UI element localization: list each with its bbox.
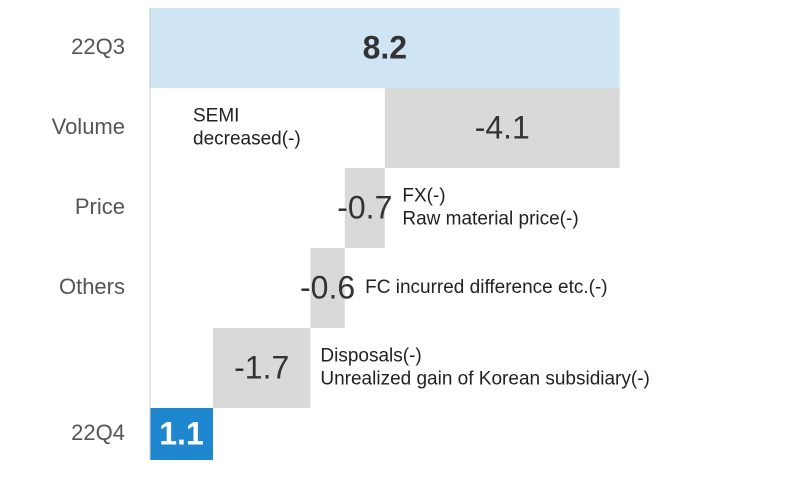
bar — [150, 8, 620, 88]
bar — [344, 168, 385, 248]
category-label: Others — [59, 274, 125, 299]
bar — [213, 328, 311, 408]
annotation: Unrealized gain of Korean subsidiary(-) — [320, 369, 650, 390]
annotation: SEMI — [193, 106, 239, 127]
bar — [150, 408, 214, 460]
value-label: 8.2 — [363, 29, 407, 65]
value-label: -4.1 — [475, 109, 530, 145]
annotation: Disposals(-) — [320, 346, 421, 367]
category-label: 22Q3 — [71, 34, 125, 59]
annotation: FC incurred difference etc.(-) — [365, 277, 608, 298]
category-label: Volume — [52, 114, 125, 139]
bar — [310, 248, 345, 328]
value-label: 1.1 — [159, 415, 203, 451]
category-label: Price — [75, 194, 125, 219]
annotation: Raw material price(-) — [402, 209, 578, 230]
bar — [384, 88, 620, 168]
value-label: -0.6 — [300, 269, 355, 305]
value-label: -0.7 — [337, 189, 392, 225]
annotation: decreased(-) — [193, 129, 301, 150]
category-label: 22Q4 — [71, 420, 125, 445]
value-label: -1.7 — [234, 349, 289, 385]
annotation: FX(-) — [402, 186, 445, 207]
